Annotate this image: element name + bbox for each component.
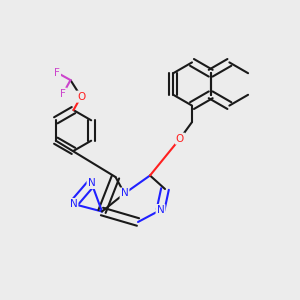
Text: N: N <box>88 178 95 188</box>
Text: O: O <box>176 134 184 144</box>
Text: O: O <box>77 92 85 102</box>
Text: N: N <box>121 188 128 199</box>
Text: N: N <box>70 199 77 209</box>
Text: F: F <box>54 68 60 78</box>
Text: N: N <box>157 205 164 215</box>
Text: F: F <box>60 88 66 99</box>
